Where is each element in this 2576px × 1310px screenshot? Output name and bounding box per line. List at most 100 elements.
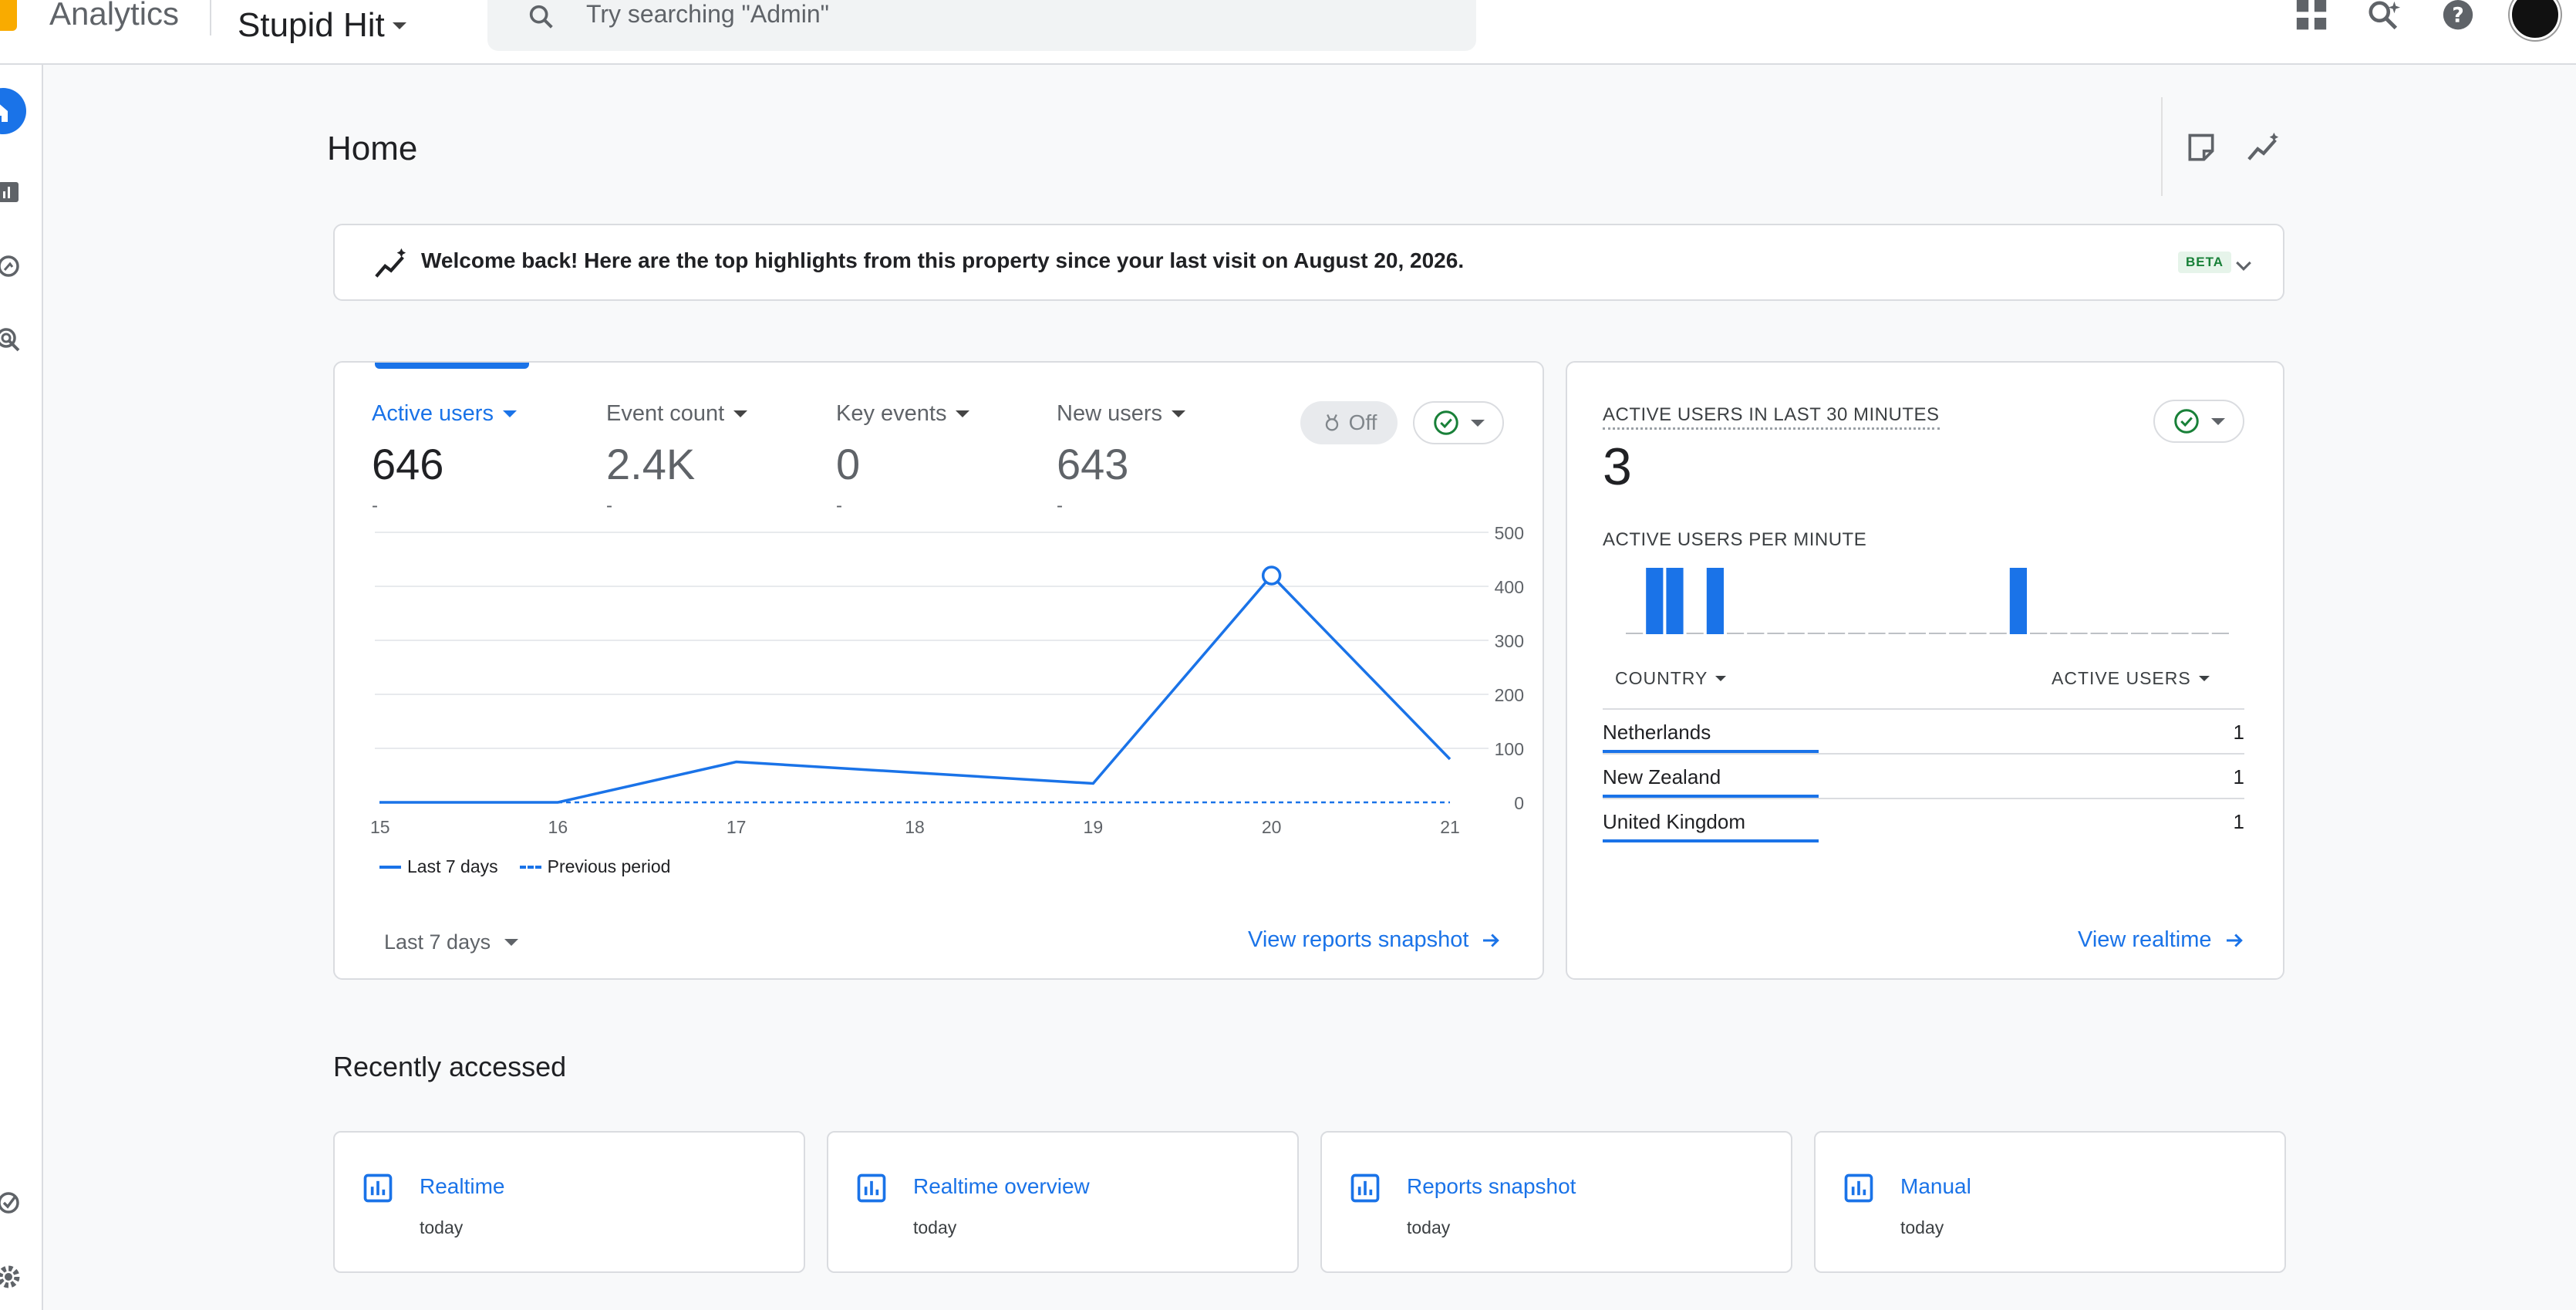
view-reports-snapshot-link[interactable]: View reports snapshot xyxy=(1248,927,1502,953)
chevron-down-icon[interactable] xyxy=(2232,255,2255,278)
arrow-right-icon xyxy=(1483,933,1500,947)
chevron-down-icon xyxy=(2211,417,2225,425)
x-tick-label: 16 xyxy=(548,817,568,837)
nav-reports-icon[interactable] xyxy=(0,173,28,211)
nav-explore-icon[interactable] xyxy=(0,247,28,285)
overview-card: Active users 646 - Event count 2.4K - Ke… xyxy=(333,361,1544,980)
chevron-down-icon xyxy=(1715,676,1727,681)
country-count: 1 xyxy=(2233,810,2244,833)
notes-icon[interactable] xyxy=(2184,131,2218,165)
per-minute-label: ACTIVE USERS PER MINUTE xyxy=(1603,529,1867,550)
page-title: Home xyxy=(327,130,418,167)
line-chart: 500 400 300 200 100 0 15 16 17 18 19 20 21 Aug xyxy=(370,523,1524,841)
metric-change: - xyxy=(1057,495,1063,516)
report-chart-icon xyxy=(1844,1173,1873,1203)
nav-home[interactable] xyxy=(0,88,26,134)
column-label: COUNTRY xyxy=(1615,668,1708,688)
beta-badge: BETA xyxy=(2178,252,2232,273)
minute-bar[interactable] xyxy=(2009,568,2027,634)
row-bar xyxy=(1603,795,1819,798)
y-tick-label: 300 xyxy=(1495,631,1524,651)
x-tick-label: 20 xyxy=(1262,817,1282,837)
active-users-column-header[interactable]: ACTIVE USERS xyxy=(2052,668,2210,689)
left-nav xyxy=(0,65,43,1310)
analytics-logo[interactable] xyxy=(0,0,17,31)
metric-key-events[interactable]: Key events 0 - xyxy=(836,401,970,517)
title-divider xyxy=(2161,97,2163,196)
metric-value: 2.4K xyxy=(606,440,696,488)
welcome-message: Welcome back! Here are the top highlight… xyxy=(421,248,1465,272)
report-chart-icon xyxy=(1350,1173,1380,1203)
y-tick-label: 0 xyxy=(1514,793,1524,813)
search-bar[interactable]: Try searching "Admin" xyxy=(487,0,1476,51)
chevron-down-icon xyxy=(392,22,406,29)
search-insights-icon[interactable] xyxy=(2366,0,2402,35)
top-bar: Analytics Stupid Hit Try searching "Admi… xyxy=(0,0,2576,65)
search-input[interactable]: Try searching "Admin" xyxy=(586,0,829,28)
property-name: Stupid Hit xyxy=(238,6,385,44)
date-range-label: Last 7 days xyxy=(384,930,491,954)
metric-change: - xyxy=(606,495,612,516)
recent-item-name: Manual xyxy=(1900,1174,1971,1198)
table-row[interactable]: New Zealand 1 xyxy=(1603,753,2244,798)
country-column-header[interactable]: COUNTRY xyxy=(1615,668,1727,689)
metric-value: 646 xyxy=(372,440,444,488)
recent-item-realtime-overview[interactable]: Realtime overview today xyxy=(827,1131,1299,1273)
table-row[interactable]: United Kingdom 1 xyxy=(1603,798,2244,842)
minute-bar[interactable] xyxy=(1646,568,1664,634)
y-tick-label: 200 xyxy=(1495,685,1524,705)
minute-bar[interactable] xyxy=(1666,568,1684,634)
realtime-value: 3 xyxy=(1603,437,1632,496)
table-row[interactable]: Netherlands 1 xyxy=(1603,708,2244,753)
data-quality-chip[interactable] xyxy=(2153,400,2244,443)
metric-new-users[interactable]: New users 643 - xyxy=(1057,401,1185,517)
metric-value: 643 xyxy=(1057,440,1129,488)
legend-current-label: Last 7 days xyxy=(407,856,498,876)
chevron-down-icon xyxy=(733,410,748,417)
welcome-banner[interactable]: Welcome back! Here are the top highlight… xyxy=(333,224,2284,301)
x-tick-label: 17 xyxy=(727,817,747,837)
recent-item-name: Realtime xyxy=(420,1174,505,1198)
y-tick-label: 100 xyxy=(1495,739,1524,759)
x-tick-label: 21 xyxy=(1440,817,1460,837)
nav-advertising-icon[interactable] xyxy=(0,321,28,360)
off-label: Off xyxy=(1348,410,1377,434)
per-minute-bar-chart xyxy=(1626,568,2229,634)
apps-grid-icon[interactable] xyxy=(2294,0,2329,35)
help-icon[interactable]: ? xyxy=(2440,0,2476,35)
metric-label: New users xyxy=(1057,401,1162,426)
metric-label: Key events xyxy=(836,401,947,426)
nav-admin-check-icon[interactable] xyxy=(0,1183,28,1222)
metric-change: - xyxy=(836,495,842,516)
home-icon xyxy=(0,104,8,122)
chevron-down-icon xyxy=(504,939,519,946)
recent-item-manual[interactable]: Manual today xyxy=(1814,1131,2286,1273)
chevron-down-icon xyxy=(502,410,517,417)
avatar[interactable] xyxy=(2510,0,2561,40)
date-range-selector[interactable]: Last 7 days xyxy=(384,930,519,954)
realtime-title[interactable]: ACTIVE USERS IN LAST 30 MINUTES xyxy=(1603,404,1940,430)
data-quality-chip[interactable] xyxy=(1413,401,1504,444)
recent-item-time: today xyxy=(1900,1217,1944,1237)
check-circle-icon xyxy=(2174,409,2199,434)
metric-active-users[interactable]: Active users 646 - xyxy=(372,401,517,517)
settings-gear-icon[interactable] xyxy=(0,1258,28,1296)
chevron-down-icon xyxy=(1471,419,1485,427)
property-selector[interactable]: Stupid Hit xyxy=(238,6,406,45)
metric-event-count[interactable]: Event count 2.4K - xyxy=(606,401,748,517)
award-icon xyxy=(1325,414,1338,431)
metric-value: 0 xyxy=(836,440,861,488)
minute-bar[interactable] xyxy=(1706,568,1724,634)
link-label: View realtime xyxy=(2078,927,2212,952)
chevron-down-icon xyxy=(956,410,970,417)
recent-item-realtime[interactable]: Realtime today xyxy=(333,1131,805,1273)
comparison-off-toggle[interactable]: Off xyxy=(1300,401,1398,444)
chevron-down-icon xyxy=(1172,410,1185,417)
insights-icon[interactable] xyxy=(2246,131,2281,167)
recently-accessed-title: Recently accessed xyxy=(333,1051,567,1082)
recent-item-time: today xyxy=(420,1217,464,1237)
country-count: 1 xyxy=(2233,765,2244,788)
recent-item-name: Reports snapshot xyxy=(1407,1174,1576,1198)
recent-item-reports-snapshot[interactable]: Reports snapshot today xyxy=(1320,1131,1792,1273)
view-realtime-link[interactable]: View realtime xyxy=(2078,927,2246,953)
